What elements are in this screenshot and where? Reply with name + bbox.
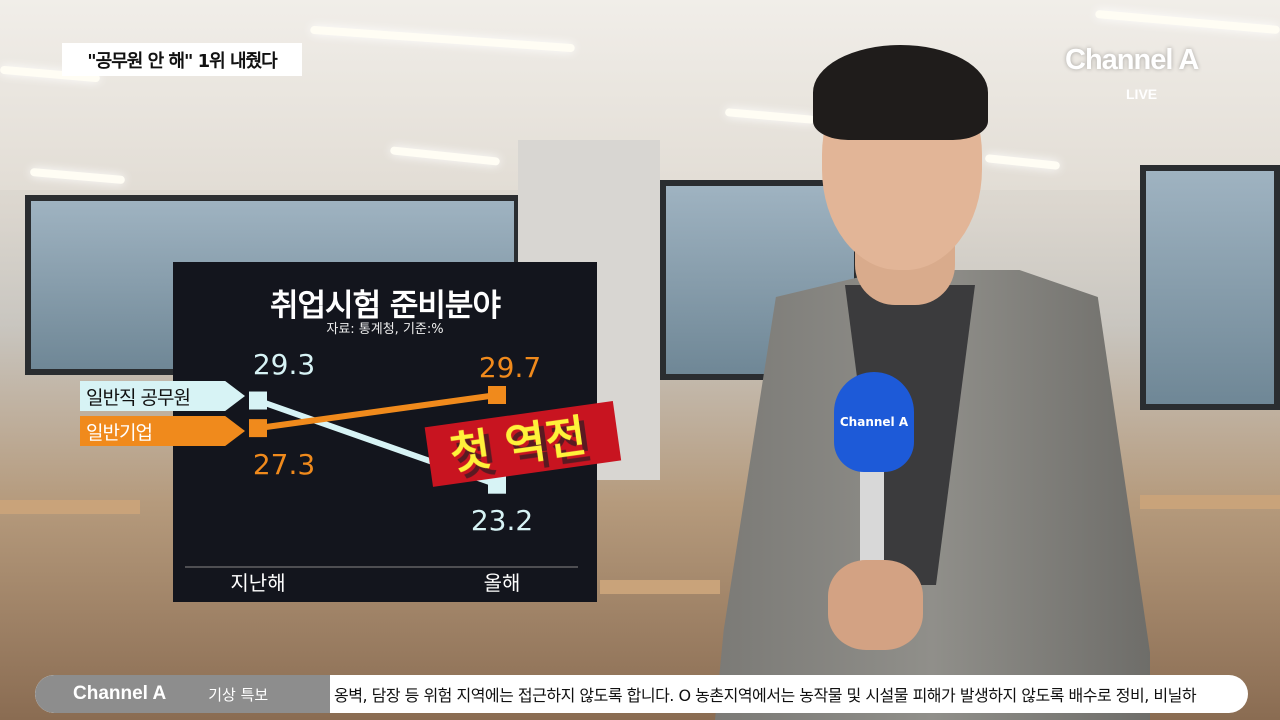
data-point bbox=[249, 419, 267, 438]
value-label: 29.7 bbox=[479, 351, 541, 384]
data-point bbox=[488, 475, 506, 494]
reporter-hand bbox=[828, 560, 923, 650]
window bbox=[1140, 165, 1280, 410]
news-ticker: Channel A 기상 특보 옹벽, 담장 등 위험 지역에는 접근하지 않도… bbox=[35, 675, 1248, 713]
value-label: 29.3 bbox=[253, 348, 315, 381]
x-tick-label: 지난해 bbox=[230, 571, 285, 595]
ticker-text: 옹벽, 담장 등 위험 지역에는 접근하지 않도록 합니다. O 농촌지역에서는… bbox=[334, 686, 1197, 705]
data-point bbox=[488, 386, 506, 404]
series-line bbox=[257, 392, 498, 432]
data-point bbox=[249, 391, 267, 410]
ticker-label: 기상 특보 bbox=[208, 685, 269, 704]
reporter-hair bbox=[813, 45, 988, 140]
x-tick-label: 올해 bbox=[484, 571, 521, 595]
annotation-group: 첫 역전 bbox=[424, 400, 622, 487]
ticker-header: Channel A 기상 특보 bbox=[35, 675, 330, 713]
value-label: 27.3 bbox=[253, 448, 315, 481]
value-label: 23.2 bbox=[471, 504, 533, 537]
microphone: Channel A bbox=[834, 372, 914, 472]
annotation-burst bbox=[424, 400, 622, 487]
legend-civil-servant: 일반직 공무원 bbox=[80, 381, 245, 411]
table bbox=[1140, 495, 1280, 509]
chart-title: 취업시험 준비분야 bbox=[270, 288, 501, 324]
table bbox=[600, 580, 720, 594]
live-badge: LIVE bbox=[1126, 86, 1158, 102]
ticker-logo: Channel A bbox=[73, 683, 167, 704]
chart-source: 자료: 통계청, 기준:% bbox=[326, 322, 444, 337]
table bbox=[0, 500, 140, 514]
mic-logo: Channel A bbox=[839, 415, 909, 429]
annotation-text: 첫 역전 bbox=[447, 410, 590, 480]
legend-company: 일반기업 bbox=[80, 416, 245, 446]
headline-caption: "공무원 안 해" 1위 내줬다 bbox=[62, 43, 302, 76]
channel-logo: Channel A bbox=[1065, 44, 1199, 76]
